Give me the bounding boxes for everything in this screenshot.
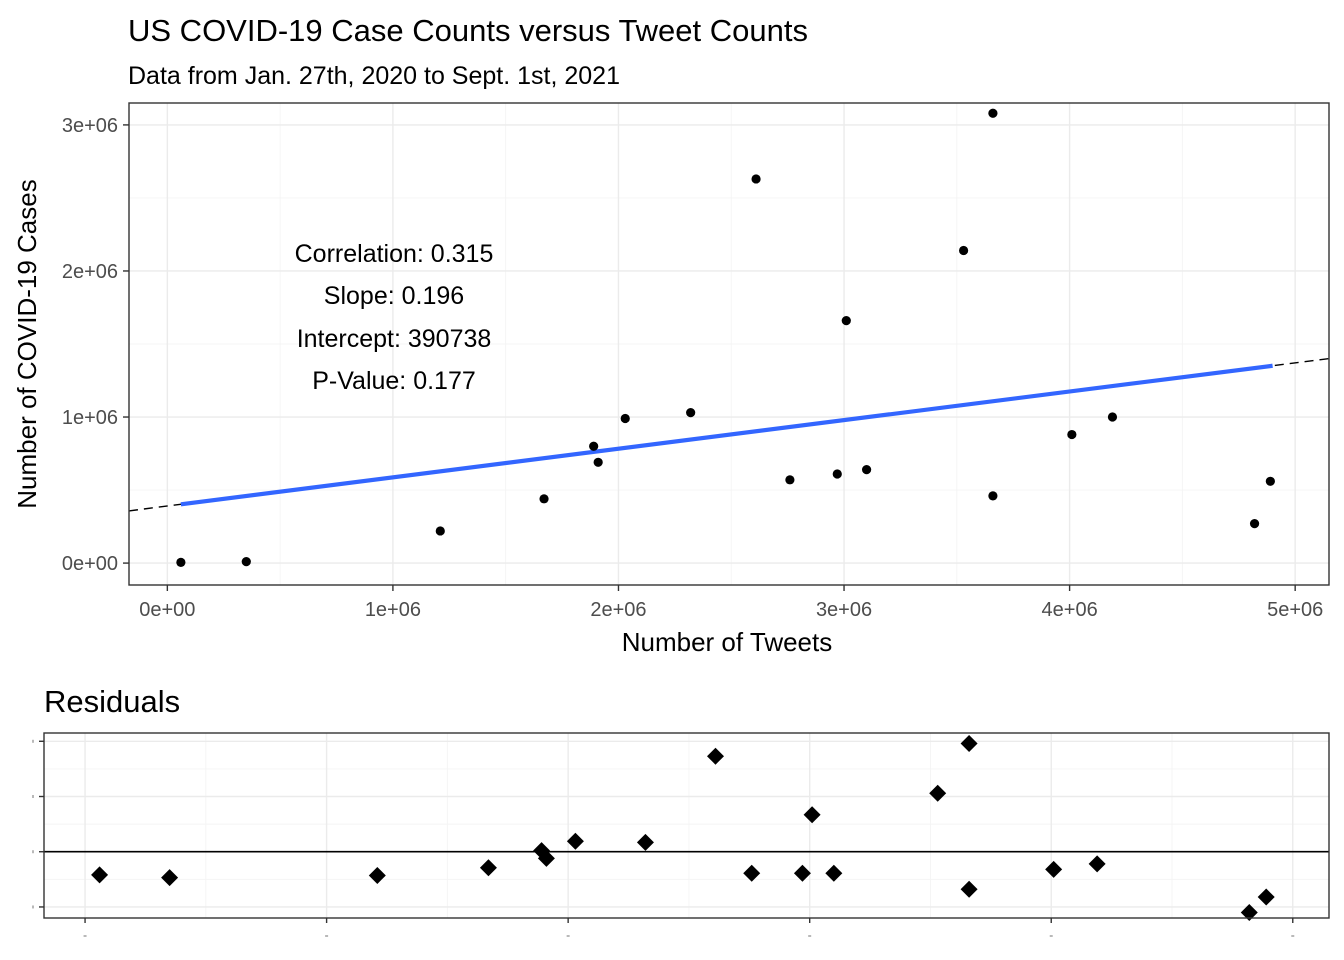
- data-point: [1265, 476, 1275, 486]
- residual-grid-major: [44, 733, 1329, 918]
- y-tick-label: 1e+06: [62, 407, 118, 429]
- data-point: [686, 408, 696, 418]
- residuals-title: Residuals: [44, 684, 180, 719]
- main-points: [176, 108, 1275, 567]
- residual-point: [1257, 888, 1275, 906]
- residual-point: [537, 849, 555, 867]
- data-point: [1107, 412, 1118, 422]
- main-x-ticks: 0e+00 1e+06 2e+06 3e+06 4e+06 5e+06: [139, 585, 1323, 621]
- data-point: [841, 316, 851, 326]
- y-tick-label: 3e+06: [62, 115, 118, 137]
- data-point: [435, 526, 445, 536]
- data-point: [988, 108, 998, 118]
- residual-point: [960, 734, 978, 752]
- main-y-ticks: 0e+00 1e+06 2e+06 3e+06: [62, 115, 129, 575]
- residual-points: [91, 734, 1275, 921]
- x-tick-label: 0e+00: [139, 599, 195, 621]
- residual-point: [743, 864, 761, 882]
- data-point: [861, 465, 872, 475]
- main-plot: 0e+00 1e+06 2e+06 3e+06 4e+06 5e+06 0e+00 1e+0…: [62, 102, 1330, 621]
- x-tick-label: 1e+06: [365, 599, 421, 621]
- data-point: [539, 494, 549, 504]
- data-point: [958, 245, 969, 256]
- annotation-intercept: Intercept: 390738: [297, 325, 492, 353]
- annotation-correlation: Correlation: 0.315: [295, 240, 494, 268]
- x-tick-label: 3e+06: [816, 599, 872, 621]
- residual-point: [566, 832, 584, 850]
- regression-fit-line: [180, 363, 1273, 507]
- data-point: [620, 413, 630, 424]
- residual-point: [1240, 903, 1258, 921]
- data-point: [1067, 429, 1077, 440]
- data-point: [176, 557, 186, 567]
- residual-panel-border: [43, 732, 1330, 919]
- x-tick-label: 4e+06: [1042, 599, 1098, 621]
- chart-subtitle: Data from Jan. 27th, 2020 to Sept. 1st, …: [128, 62, 620, 90]
- data-point: [751, 174, 761, 184]
- y-tick-label: 2e+06: [62, 261, 118, 283]
- residual-point: [636, 833, 654, 851]
- residual-point: [960, 880, 978, 898]
- residual-point: [479, 859, 497, 877]
- chart-title: US COVID-19 Case Counts versus Tweet Cou…: [128, 13, 808, 48]
- data-point: [593, 457, 603, 467]
- residual-grid-minor: [44, 733, 1329, 918]
- data-point: [589, 441, 599, 451]
- residual-point: [793, 864, 811, 882]
- residual-point: [161, 869, 179, 887]
- x-axis-label: Number of Tweets: [622, 627, 833, 657]
- data-point: [785, 475, 795, 485]
- residual-point: [929, 784, 947, 802]
- residual-point: [1045, 860, 1063, 878]
- residual-point: [91, 866, 109, 884]
- main-grid-major: [129, 103, 1329, 585]
- residual-point: [803, 806, 821, 824]
- residual-point: [1088, 855, 1106, 873]
- main-panel-border: [128, 102, 1330, 586]
- annotation-slope: Slope: 0.196: [324, 282, 464, 310]
- data-point: [832, 469, 842, 479]
- residual-x-ticks: [83, 918, 1295, 937]
- y-tick-label: 0e+00: [62, 553, 118, 575]
- y-axis-label: Number of COVID-19 Cases: [12, 179, 42, 508]
- data-point: [988, 491, 998, 501]
- annotation-pvalue: P-Value: 0.177: [312, 367, 476, 395]
- residual-point: [706, 747, 724, 765]
- residual-plot: [32, 732, 1330, 937]
- residual-point: [825, 864, 843, 882]
- stats-annotation: Correlation: 0.315 Slope: 0.196 Intercep…: [295, 240, 494, 395]
- residual-point: [368, 866, 386, 884]
- residual-y-ticks: [32, 739, 44, 909]
- data-point: [1249, 519, 1260, 529]
- main-grid-minor: [129, 103, 1329, 585]
- x-tick-label: 5e+06: [1267, 599, 1323, 621]
- data-point: [241, 557, 251, 567]
- x-tick-label: 2e+06: [590, 599, 646, 621]
